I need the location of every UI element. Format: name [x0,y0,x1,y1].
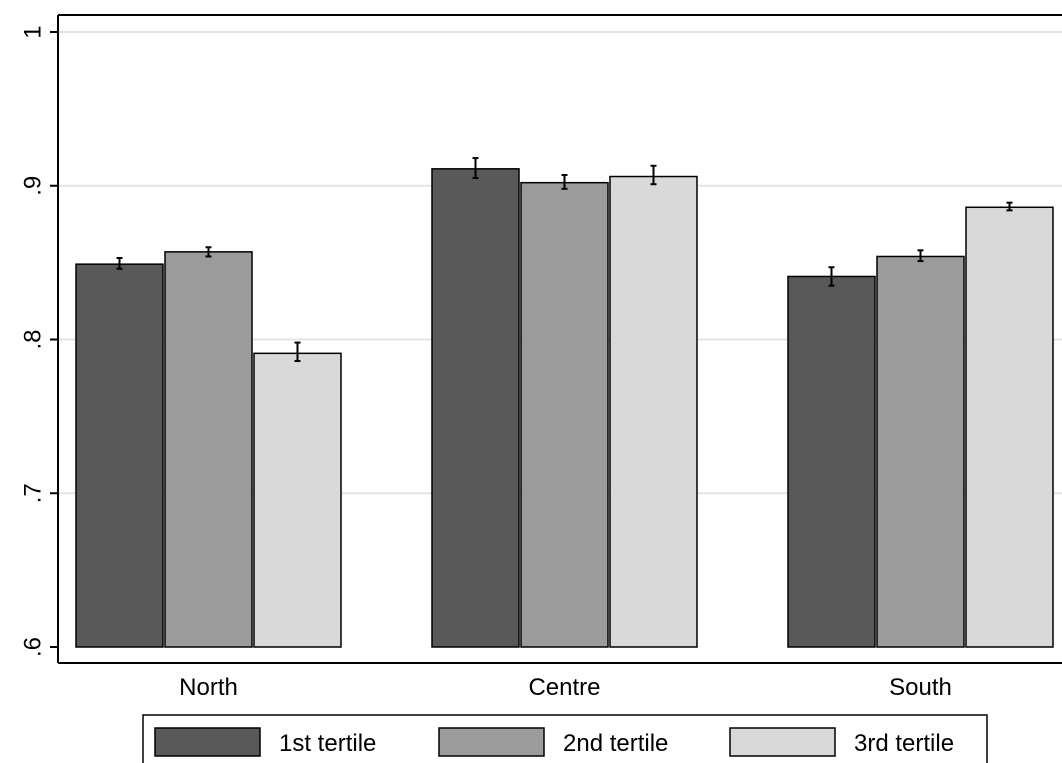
legend-swatch [729,727,836,757]
error-bars [116,157,1013,363]
bar-north-3 [253,352,342,648]
y-tick-label: .6 [20,637,47,657]
error-bar [116,257,123,270]
bar-north-1 [75,263,164,648]
legend-box [142,714,988,763]
y-tick-label: .8 [20,329,47,349]
y-tick-label: .7 [20,483,47,503]
legend-swatch [438,727,545,757]
bar-south-2 [876,255,965,648]
legend-label: 3rd tertile [854,730,954,757]
error-bar [1006,201,1013,212]
error-bar [561,173,568,190]
bar-centre-2 [520,181,609,648]
y-tick-label: 1 [20,25,47,38]
category-label: South [889,674,952,701]
category-label: North [179,674,238,701]
category-labels: North Centre South [179,674,952,701]
bar-south-1 [787,275,876,648]
legend-label: 2nd tertile [563,730,668,757]
bar-centre-1 [431,168,520,648]
legend: 1st tertile 2nd tertile 3rd tertile [142,714,988,763]
bars [75,168,1054,648]
bar-south-3 [965,206,1054,648]
error-bar [650,164,657,186]
bar-centre-3 [609,175,698,648]
error-bar [472,157,479,180]
legend-label: 1st tertile [279,730,376,757]
bar-north-2 [164,251,253,648]
legend-swatch [154,727,261,757]
error-bar [828,266,835,287]
category-label: Centre [528,674,600,701]
y-tick-label: .9 [20,176,47,196]
error-bar [294,341,301,363]
axes [50,14,1062,664]
y-tick-labels: .6 .7 .8 .9 1 [20,25,47,657]
error-bar [917,249,924,263]
error-bar [205,246,212,258]
